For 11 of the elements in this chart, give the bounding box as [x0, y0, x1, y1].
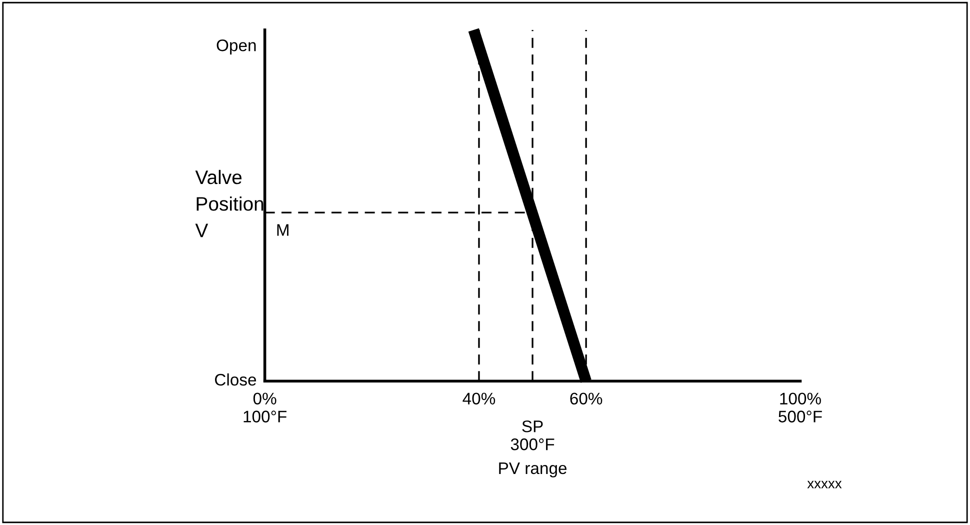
ref-line-label: SP 300°F	[510, 420, 554, 450]
x-tick-label: 100% 500°F	[778, 392, 822, 422]
x-tick-label: 40%	[462, 392, 496, 405]
x-tick-label: 0% 100°F	[244, 392, 286, 422]
x-axis-title: PV range	[499, 462, 567, 478]
text: Open	[216, 39, 256, 55]
text: xxxxx	[807, 480, 842, 488]
text: Close	[215, 373, 256, 386]
y-axis-title: Valve Position V	[195, 170, 264, 238]
annotation: M	[277, 224, 288, 236]
x-tick-label: 60%	[570, 392, 602, 405]
